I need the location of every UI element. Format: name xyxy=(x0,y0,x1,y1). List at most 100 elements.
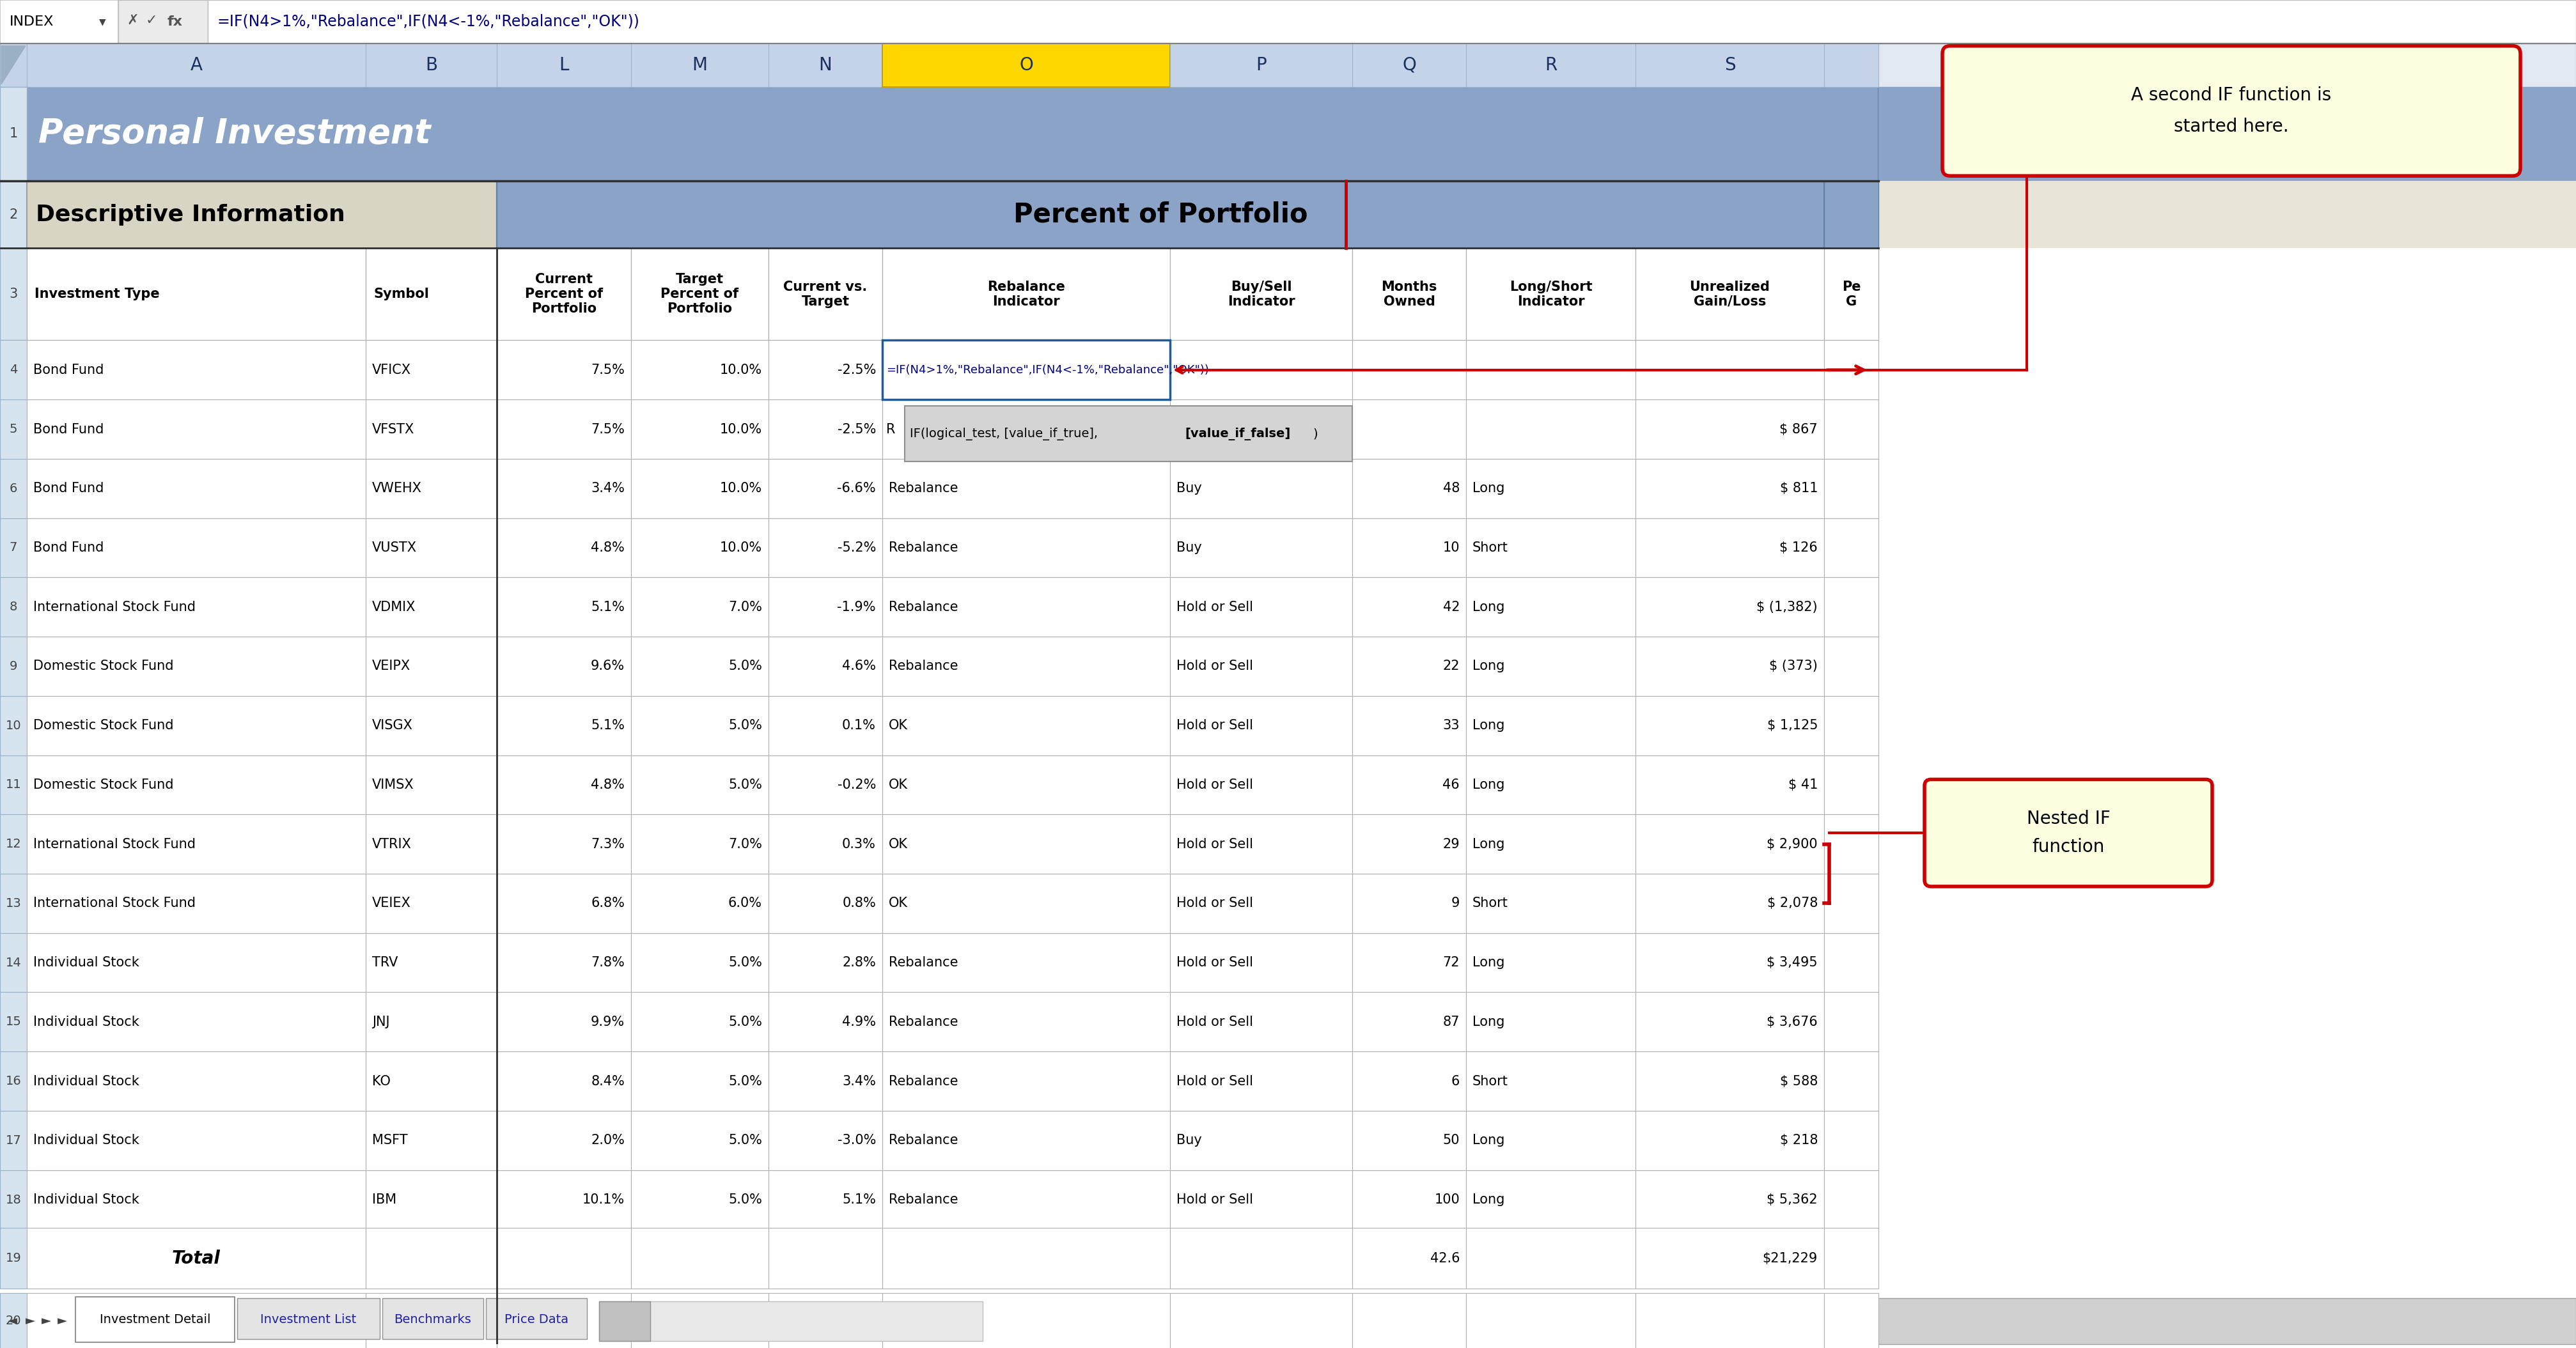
Text: $ (373): $ (373) xyxy=(1770,661,1819,673)
Bar xyxy=(768,1228,884,1289)
Bar xyxy=(884,1170,1170,1229)
Bar xyxy=(768,1293,884,1348)
Bar xyxy=(1352,577,1466,636)
Text: -6.6%: -6.6% xyxy=(837,483,876,495)
Bar xyxy=(884,755,1170,814)
Text: Target
Percent of
Portfolio: Target Percent of Portfolio xyxy=(659,272,739,315)
Bar xyxy=(0,577,26,636)
Text: 13: 13 xyxy=(5,898,21,910)
Text: 7.8%: 7.8% xyxy=(590,956,623,969)
Bar xyxy=(366,1170,497,1229)
Text: Nested IF: Nested IF xyxy=(2027,810,2110,828)
Text: 6.0%: 6.0% xyxy=(729,896,762,910)
Text: 7: 7 xyxy=(10,542,18,554)
Bar xyxy=(1636,43,1824,86)
Bar xyxy=(1170,458,1352,518)
Text: VFICX: VFICX xyxy=(371,364,412,376)
Bar xyxy=(26,1111,366,1170)
Text: 2.0%: 2.0% xyxy=(590,1134,623,1147)
Bar xyxy=(1352,755,1466,814)
Text: ►: ► xyxy=(26,1316,36,1328)
Bar xyxy=(1466,1293,1636,1348)
Text: Total: Total xyxy=(173,1250,222,1267)
Text: M: M xyxy=(693,57,708,74)
Bar xyxy=(26,933,366,992)
Bar xyxy=(1466,933,1636,992)
Bar xyxy=(1352,518,1466,577)
Bar xyxy=(1824,1228,1878,1289)
Bar xyxy=(1636,1170,1824,1229)
Text: 7.5%: 7.5% xyxy=(590,423,623,435)
Text: 17: 17 xyxy=(5,1135,21,1147)
Text: 7.0%: 7.0% xyxy=(729,837,762,851)
Text: Buy/Sell
Indicator: Buy/Sell Indicator xyxy=(1226,280,1296,307)
Bar xyxy=(1352,458,1466,518)
Text: Bond Fund: Bond Fund xyxy=(33,423,103,435)
Text: Bond Fund: Bond Fund xyxy=(33,542,103,554)
Text: OK: OK xyxy=(889,837,907,851)
Bar xyxy=(768,636,884,696)
Bar xyxy=(1636,1293,1824,1348)
Text: $ 3,676: $ 3,676 xyxy=(1767,1015,1819,1029)
Text: Short: Short xyxy=(1473,542,1507,554)
Bar xyxy=(1824,933,1878,992)
Text: $21,229: $21,229 xyxy=(1762,1252,1819,1264)
Bar xyxy=(631,248,768,340)
Text: Investment Type: Investment Type xyxy=(33,287,160,301)
Text: 42: 42 xyxy=(1443,601,1461,613)
Text: Pe
G: Pe G xyxy=(1842,280,1860,307)
Text: Bond Fund: Bond Fund xyxy=(33,364,103,376)
Bar xyxy=(366,458,497,518)
Text: Personal Investment: Personal Investment xyxy=(39,117,430,151)
Text: Individual Stock: Individual Stock xyxy=(33,1015,139,1029)
Bar xyxy=(1170,992,1352,1051)
Bar xyxy=(26,814,366,874)
Text: 6: 6 xyxy=(10,483,18,495)
Bar xyxy=(0,86,1878,181)
Text: -3.0%: -3.0% xyxy=(837,1134,876,1147)
Bar xyxy=(768,340,884,399)
Bar xyxy=(0,518,26,577)
Bar xyxy=(600,1301,981,1341)
Bar xyxy=(497,181,1824,248)
Bar xyxy=(884,340,1170,399)
Text: 5.0%: 5.0% xyxy=(729,720,762,732)
Bar xyxy=(1824,340,1878,399)
FancyBboxPatch shape xyxy=(1942,46,2519,175)
Text: 4.8%: 4.8% xyxy=(590,778,623,791)
Text: VWEHX: VWEHX xyxy=(371,483,422,495)
Bar xyxy=(884,696,1170,755)
Text: Rebalance: Rebalance xyxy=(889,1074,958,1088)
Text: function: function xyxy=(2032,838,2105,856)
Text: $ 811: $ 811 xyxy=(1780,483,1819,495)
Text: A: A xyxy=(191,57,204,74)
Bar xyxy=(1824,874,1878,933)
Bar xyxy=(0,43,2576,86)
Text: 48: 48 xyxy=(1443,483,1461,495)
Bar xyxy=(1352,933,1466,992)
Text: ◄: ◄ xyxy=(8,1316,18,1328)
Bar xyxy=(497,1293,631,1348)
Text: -5.2%: -5.2% xyxy=(837,542,876,554)
Text: OK: OK xyxy=(889,778,907,791)
Text: N: N xyxy=(819,57,832,74)
Bar xyxy=(26,696,366,755)
Bar xyxy=(1824,1293,1878,1348)
Bar xyxy=(1824,248,1878,340)
Bar xyxy=(1466,518,1636,577)
Bar xyxy=(497,992,631,1051)
Bar xyxy=(1170,874,1352,933)
Bar xyxy=(1636,248,1824,340)
Bar xyxy=(1824,181,1878,248)
Bar xyxy=(1170,340,1352,399)
Text: [value_if_false]: [value_if_false] xyxy=(1185,427,1291,439)
Text: 2: 2 xyxy=(10,208,18,221)
Text: O: O xyxy=(1020,57,1033,74)
Text: 4.9%: 4.9% xyxy=(842,1015,876,1029)
Text: Buy: Buy xyxy=(1177,1134,1203,1147)
Bar xyxy=(1466,1170,1636,1229)
Bar xyxy=(1636,933,1824,992)
Text: TRV: TRV xyxy=(371,956,397,969)
Bar xyxy=(0,874,26,933)
Bar xyxy=(631,874,768,933)
